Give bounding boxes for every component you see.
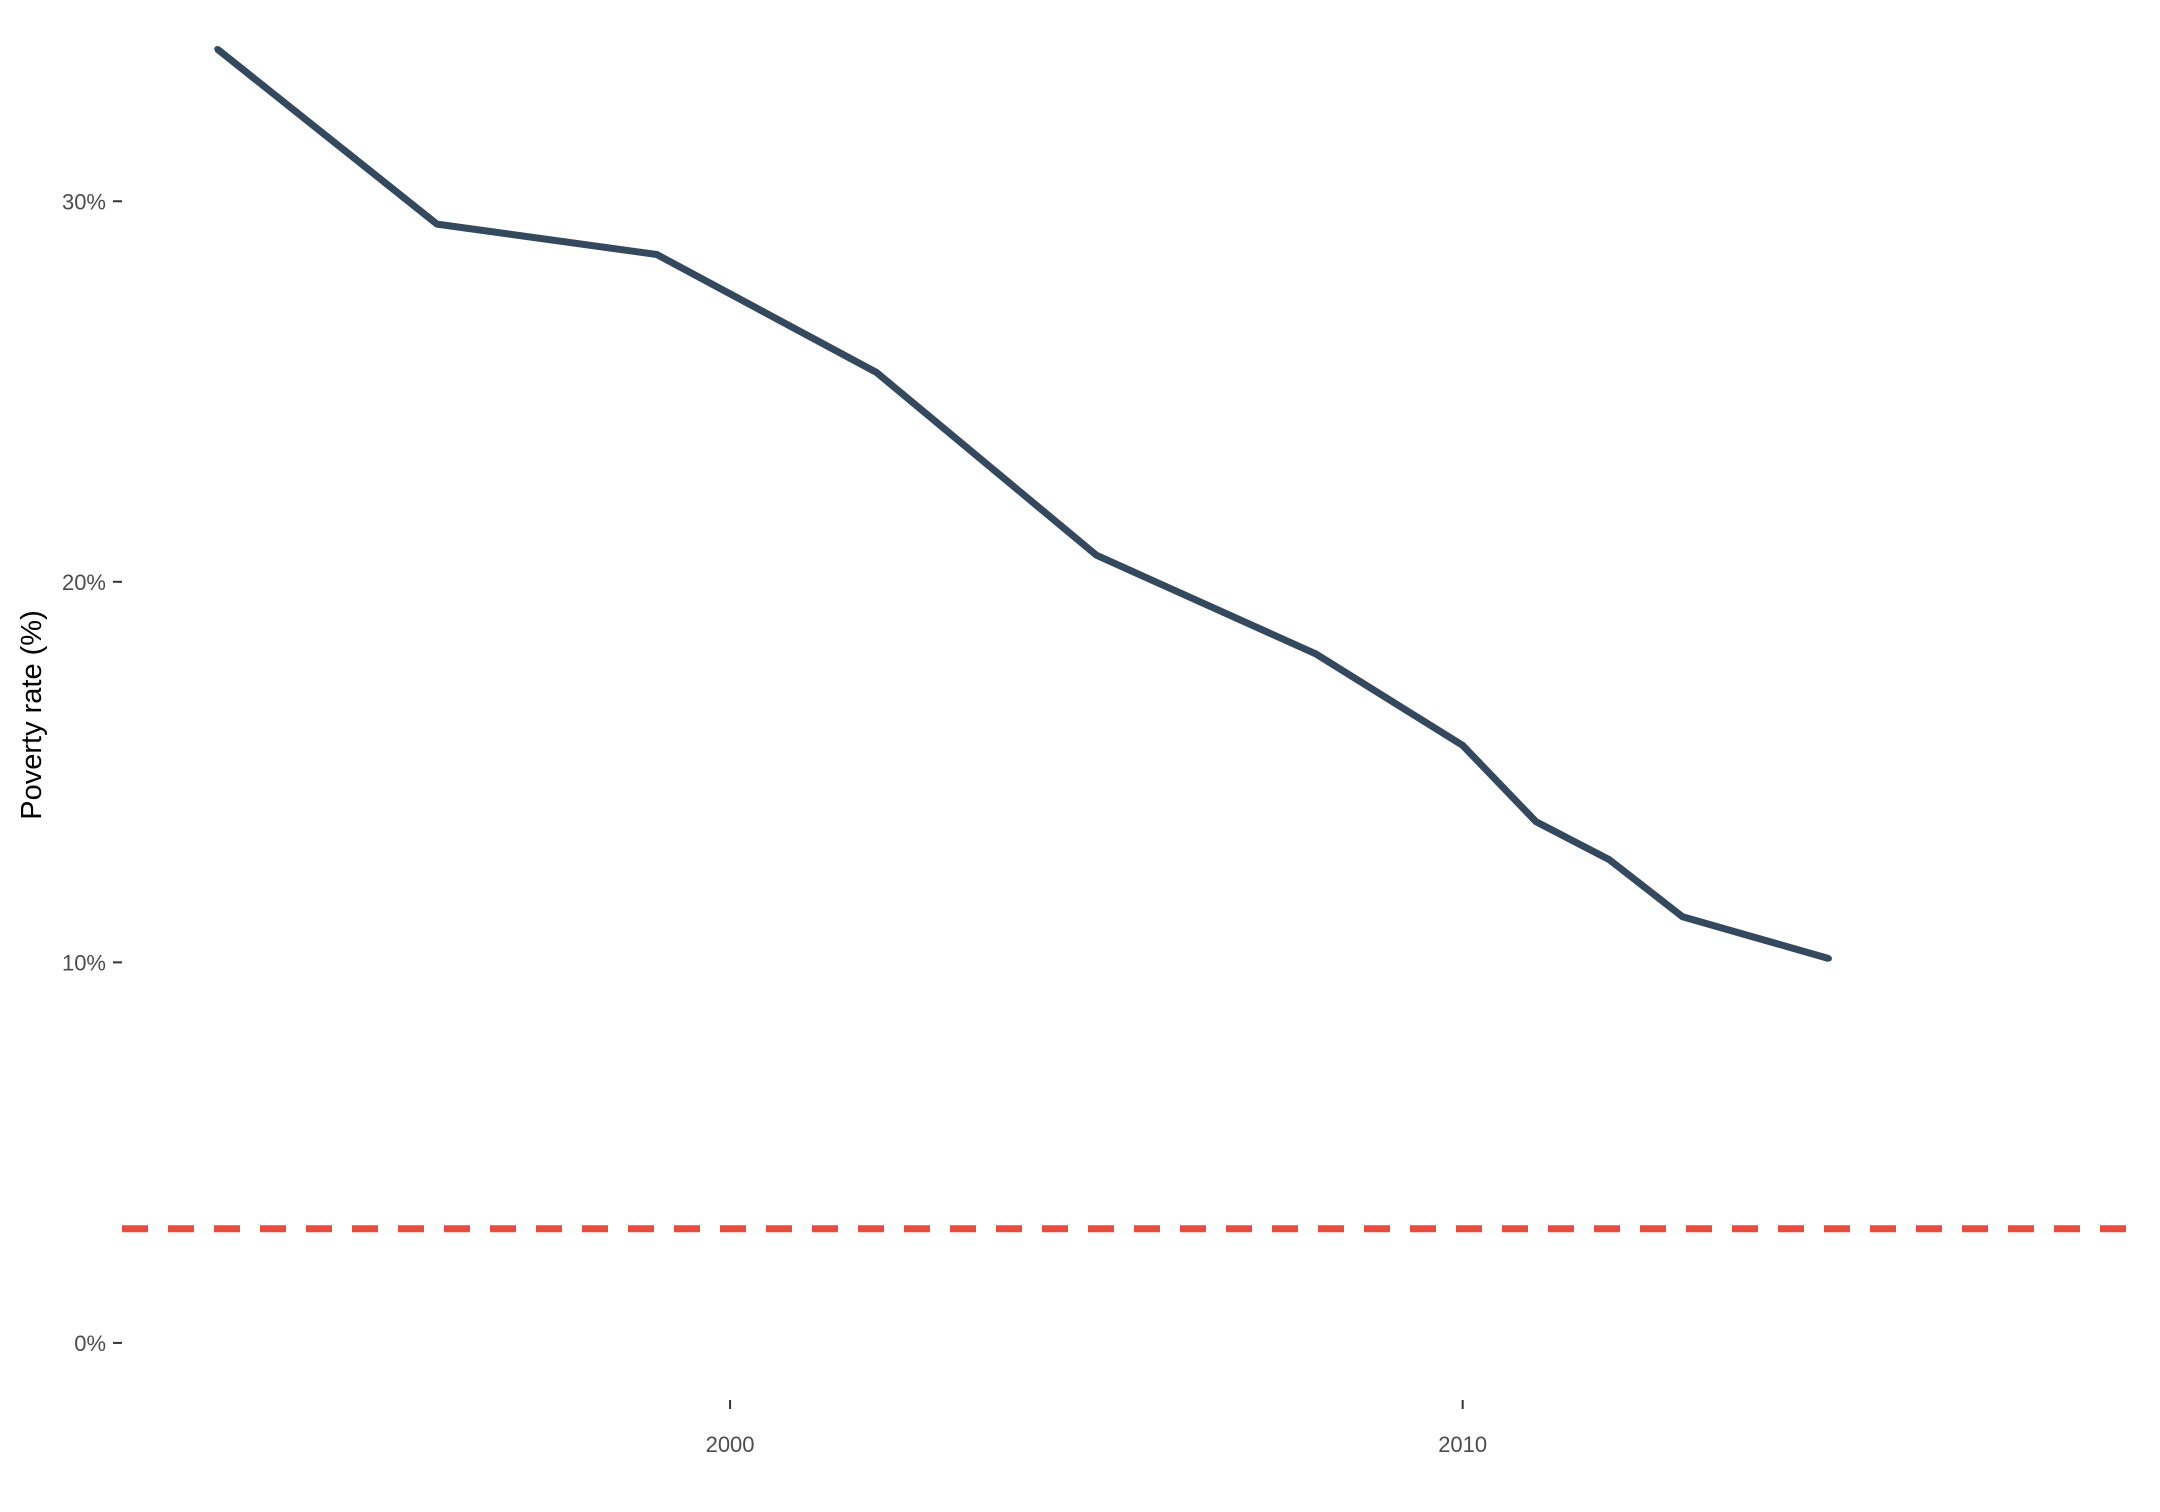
x-axis: 2000 2010: [706, 1400, 1487, 1457]
data-point: [1606, 856, 1613, 863]
series-layer: [214, 46, 1832, 962]
data-point: [1093, 552, 1100, 559]
y-tick-label: 30%: [62, 189, 106, 214]
x-tick-label: 2010: [1438, 1432, 1487, 1457]
data-point: [1532, 818, 1539, 825]
data-point: [214, 46, 221, 53]
data-point: [1459, 742, 1466, 749]
data-point: [1825, 955, 1832, 962]
poverty-rate-series-line: [215, 46, 1830, 962]
y-tick-label: 10%: [62, 950, 106, 975]
y-axis: 0% 10% 20% 30%: [62, 189, 122, 1356]
data-point: [1679, 913, 1686, 920]
y-axis-title: Poverty rate (%): [16, 610, 48, 820]
data-point: [1313, 651, 1320, 658]
y-tick-label: 20%: [62, 570, 106, 595]
data-point: [434, 221, 441, 228]
data-point: [873, 369, 880, 376]
data-point: [653, 251, 660, 258]
y-tick-label: 0%: [74, 1331, 106, 1356]
x-tick-label: 2000: [706, 1432, 755, 1457]
